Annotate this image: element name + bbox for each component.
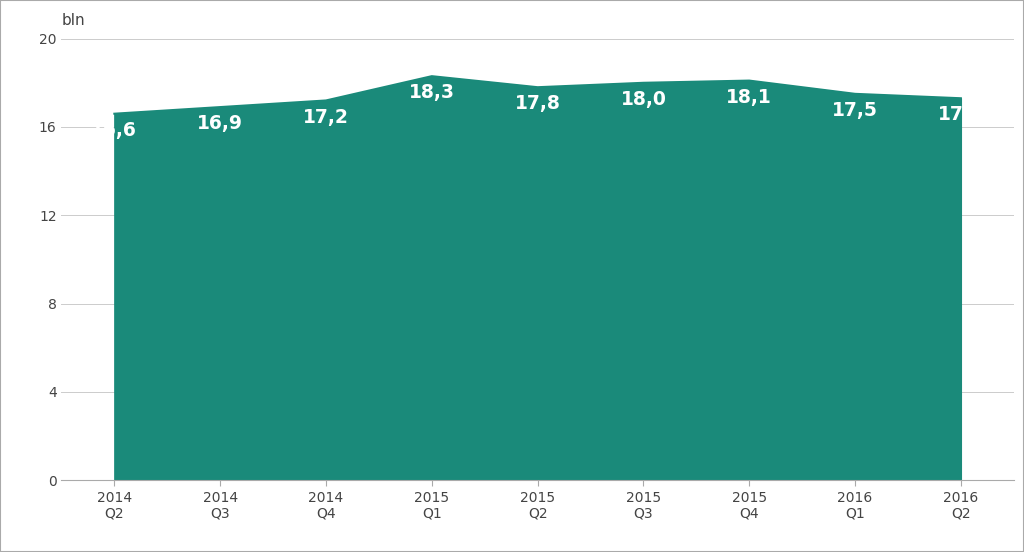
Text: 18,0: 18,0 bbox=[621, 90, 667, 109]
Text: 17,3: 17,3 bbox=[938, 105, 984, 124]
Text: 17,2: 17,2 bbox=[303, 108, 349, 126]
Text: 17,5: 17,5 bbox=[833, 101, 878, 120]
Text: bln: bln bbox=[61, 13, 85, 28]
Text: 16,9: 16,9 bbox=[198, 114, 243, 133]
Text: 17,8: 17,8 bbox=[515, 94, 560, 113]
Text: 18,3: 18,3 bbox=[409, 83, 455, 102]
Text: 16,6: 16,6 bbox=[91, 121, 137, 140]
Text: 18,1: 18,1 bbox=[726, 88, 772, 107]
